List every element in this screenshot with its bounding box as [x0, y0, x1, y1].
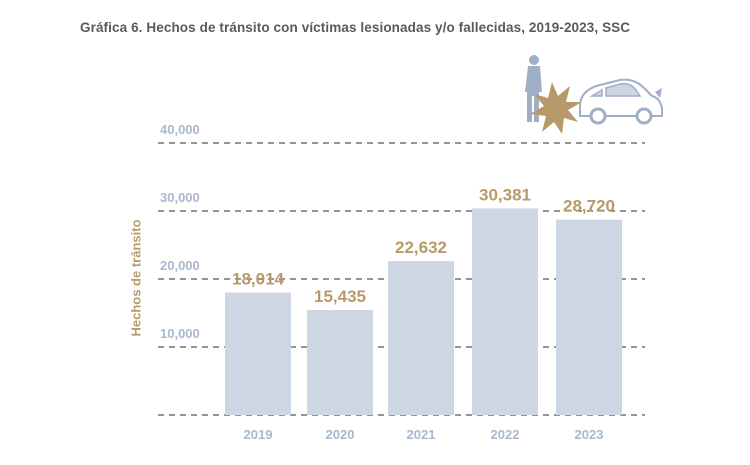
y-axis-ticks: 10,000 20,000 30,000 40,000: [160, 122, 200, 341]
bar-2021: [388, 261, 454, 415]
car-icon: [579, 78, 663, 125]
value-label: 30,381: [479, 185, 531, 204]
x-axis-ticks: 2019 2020 2021 2022 2023: [244, 427, 604, 442]
chart-title: Gráfica 6. Hechos de tránsito con víctim…: [80, 20, 631, 35]
bar-2019: [225, 292, 291, 415]
bar-2022: [472, 208, 538, 415]
y-tick-label: 40,000: [160, 122, 200, 137]
y-axis-title: Hechos de tránsito: [128, 219, 144, 337]
x-tick-label: 2021: [407, 427, 436, 442]
bar-2023: [556, 219, 622, 415]
value-label: 15,435: [314, 287, 366, 306]
y-tick-label: 20,000: [160, 258, 200, 273]
pedestrian-icon: [525, 55, 542, 122]
value-labels: 18,014 15,435 22,632 30,381 28,720: [232, 185, 615, 306]
x-tick-label: 2022: [491, 427, 520, 442]
bars: [225, 208, 622, 415]
value-label: 28,720: [563, 197, 615, 216]
car-crash-pedestrian-icon: [525, 55, 663, 134]
bar-2020: [307, 310, 373, 415]
x-tick-label: 2019: [244, 427, 273, 442]
impact-burst-icon: [530, 82, 582, 134]
y-tick-label: 10,000: [160, 326, 200, 341]
x-tick-label: 2023: [575, 427, 604, 442]
value-label: 18,014: [232, 270, 285, 289]
x-tick-label: 2020: [326, 427, 355, 442]
value-label: 22,632: [395, 238, 447, 257]
y-tick-label: 30,000: [160, 190, 200, 205]
